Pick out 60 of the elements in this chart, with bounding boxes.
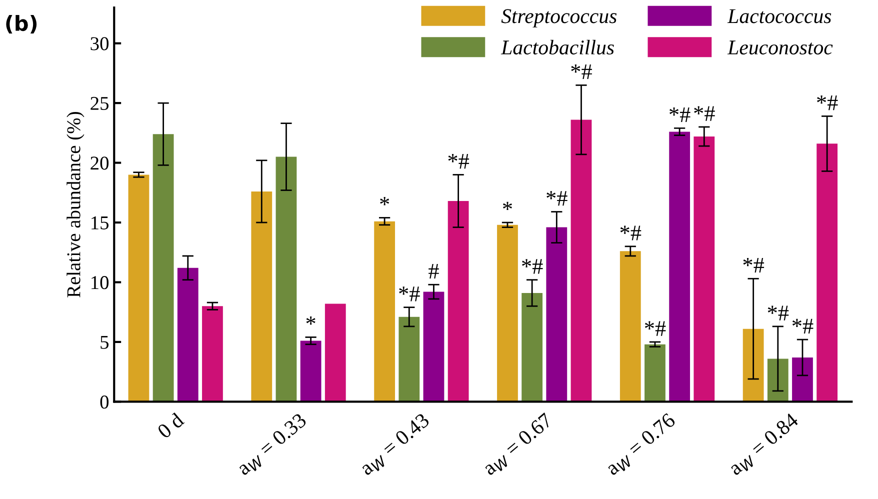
bar [570, 120, 592, 402]
x-tick-label: a$_{W}$ = 0.33 [236, 412, 310, 478]
bar [177, 268, 198, 402]
y-tick-label: 30 [90, 37, 109, 50]
y-tick-label: 0 [100, 396, 109, 409]
x-tick-label: a$_{W}$ = 0.76 [604, 412, 678, 478]
legend-label: Lactococcus [727, 9, 832, 24]
bar [669, 132, 690, 402]
bar [324, 304, 346, 402]
bar [694, 136, 715, 402]
data-label: *# [399, 286, 420, 302]
bar [792, 357, 813, 402]
bar [522, 292, 543, 402]
legend-label: Streptococcus [501, 9, 617, 28]
bar [767, 358, 788, 402]
data-label: *# [817, 96, 838, 110]
x-tick-label: 0 d [156, 412, 185, 440]
data-label: *# [620, 226, 642, 240]
data-label: *# [743, 258, 764, 273]
legend-label: Leuconostoc [727, 40, 833, 55]
bar [374, 221, 396, 402]
bar [276, 156, 297, 402]
y-tick-label: 20 [90, 156, 109, 170]
legend-label: Lactobacillus [500, 40, 614, 55]
y-tick-label: 25 [90, 96, 109, 110]
data-label: *# [694, 106, 715, 121]
data-label: *# [768, 306, 789, 320]
bar [251, 191, 272, 402]
bar [152, 134, 174, 402]
bar [546, 227, 568, 402]
bar [398, 316, 420, 402]
bar [423, 292, 444, 402]
x-tick-label: a$_{W}$ = 0.67 [482, 412, 556, 478]
bar [202, 306, 223, 402]
bar [448, 201, 469, 402]
y-tick-label: 10 [92, 276, 109, 290]
data-label: *# [522, 259, 543, 274]
x-tick-label: a$_{W}$ = 0.43 [358, 412, 432, 478]
data-label: * [306, 316, 316, 325]
x-tick-label: a$_{W}$ = 0.84 [727, 412, 802, 478]
data-label: *# [448, 154, 470, 169]
data-label: * [380, 197, 390, 206]
data-label: * [503, 202, 512, 210]
y-tick-label: 15 [92, 216, 109, 230]
bar [128, 174, 150, 402]
bar [644, 344, 666, 402]
text: (b) [6, 14, 37, 34]
bar [816, 144, 838, 402]
bar [300, 340, 322, 402]
data-label: *# [571, 64, 592, 80]
bar [620, 251, 641, 402]
data-label: # [428, 264, 439, 279]
bar [742, 328, 764, 402]
y-tick-label: 5 [100, 336, 109, 349]
bar [497, 224, 518, 402]
data-label: *# [644, 321, 666, 336]
data-label: *# [546, 191, 568, 206]
y-axis-title: Relative abundance (%) [66, 112, 84, 298]
data-label: *# [792, 318, 814, 334]
data-label: *# [670, 107, 690, 122]
